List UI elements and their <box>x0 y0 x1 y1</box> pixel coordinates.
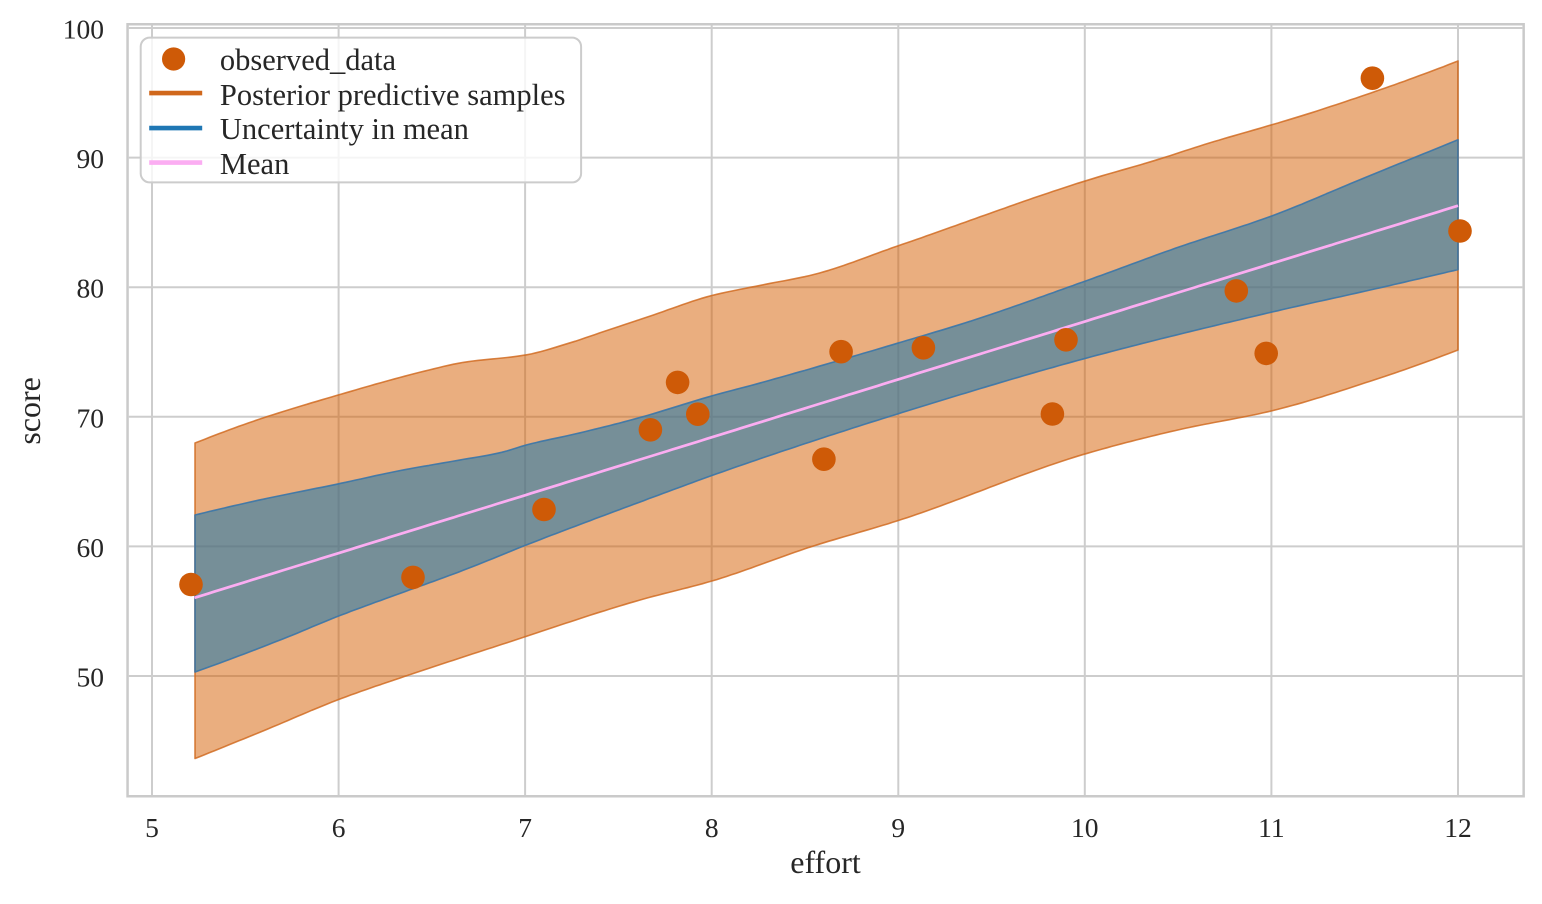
svg-text:50: 50 <box>77 662 105 693</box>
svg-text:90: 90 <box>77 143 105 174</box>
svg-text:Uncertainty in mean: Uncertainty in mean <box>220 112 469 146</box>
svg-text:70: 70 <box>77 402 105 433</box>
svg-text:60: 60 <box>77 532 105 563</box>
svg-text:9: 9 <box>891 812 905 843</box>
svg-text:5: 5 <box>145 812 159 843</box>
svg-text:Mean: Mean <box>220 147 289 181</box>
svg-text:Posterior predictive samples: Posterior predictive samples <box>220 78 566 112</box>
svg-text:observed_data: observed_data <box>220 43 397 77</box>
svg-text:100: 100 <box>63 14 104 45</box>
svg-text:7: 7 <box>518 812 532 843</box>
svg-text:8: 8 <box>705 812 719 843</box>
svg-text:score: score <box>11 377 47 445</box>
svg-text:11: 11 <box>1258 812 1284 843</box>
svg-text:10: 10 <box>1071 812 1099 843</box>
svg-text:6: 6 <box>332 812 346 843</box>
svg-text:12: 12 <box>1444 812 1472 843</box>
svg-text:effort: effort <box>790 844 861 880</box>
svg-text:80: 80 <box>77 273 105 304</box>
